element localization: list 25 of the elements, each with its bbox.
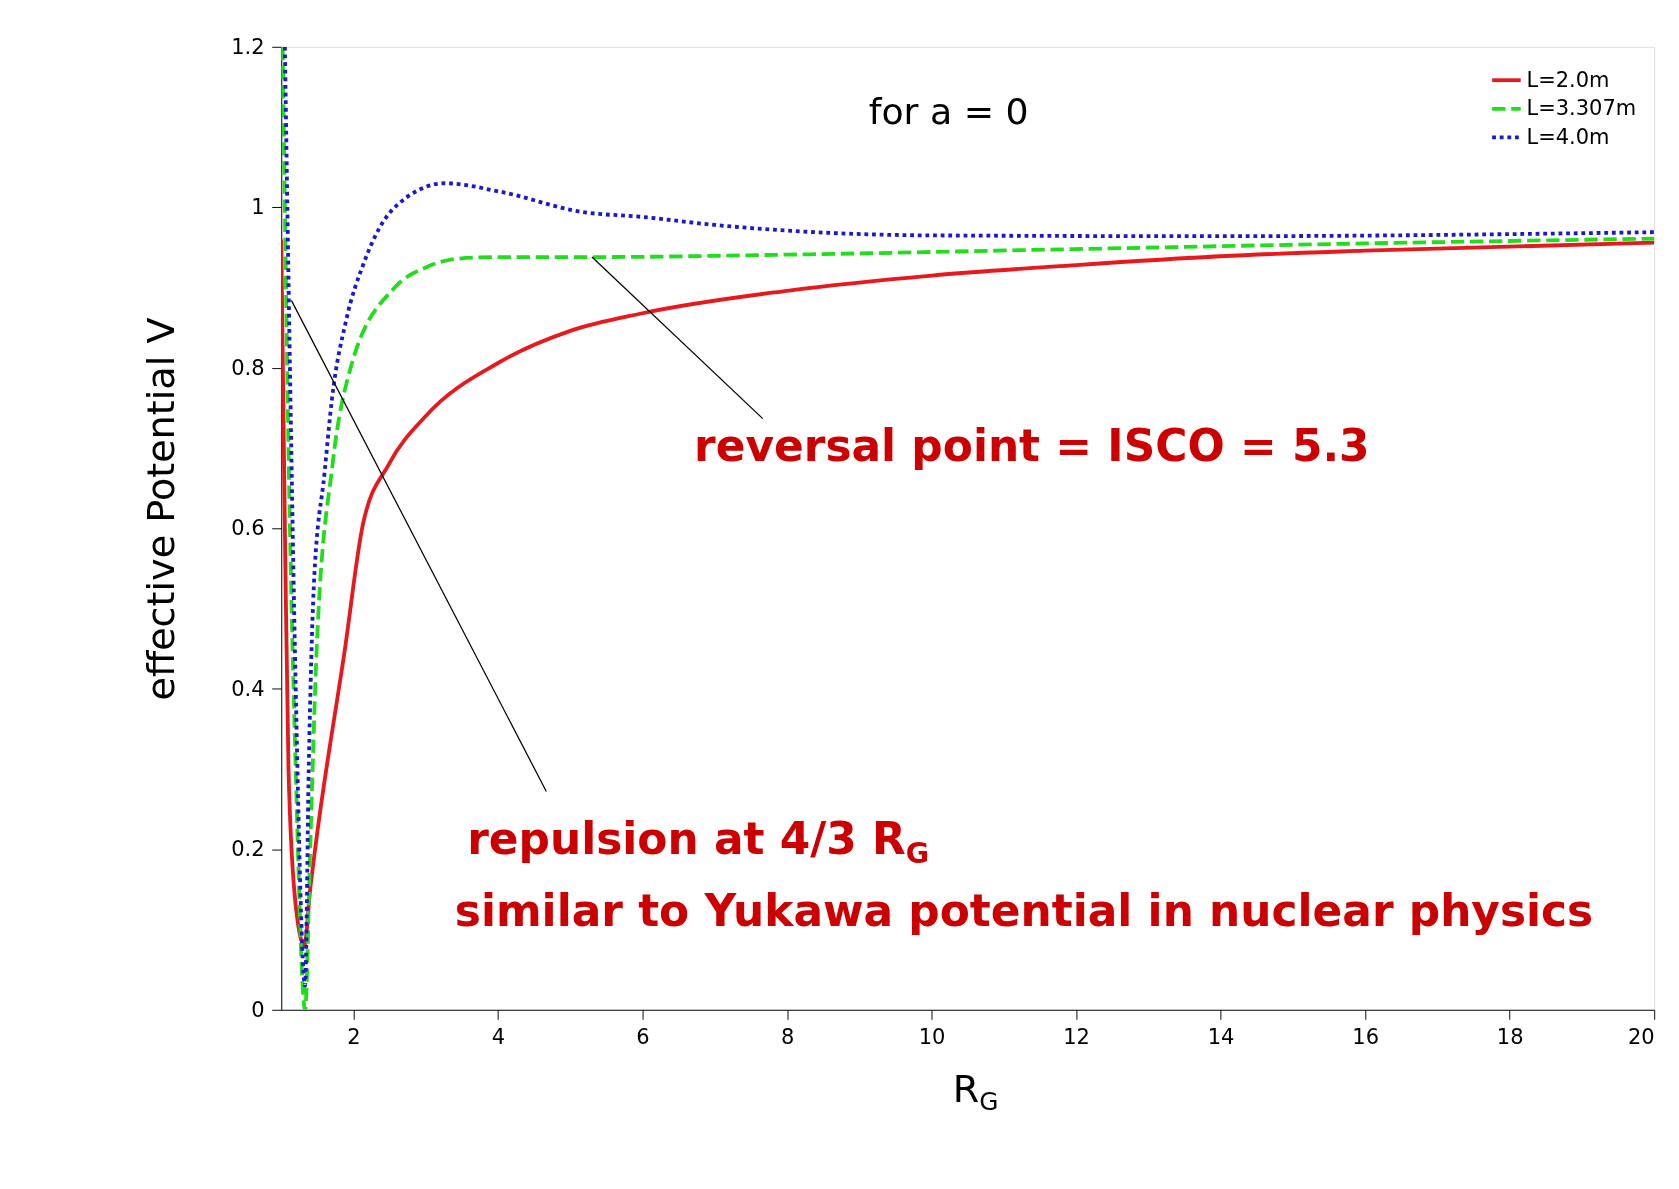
y-tick-label: 1: [251, 195, 265, 220]
x-tick-label: 4: [491, 1024, 506, 1049]
annotation: for a = 0: [868, 90, 1029, 134]
legend-label: L=4.0m: [1526, 125, 1610, 150]
x-tick-label: 20: [1628, 1024, 1655, 1049]
x-tick-label: 6: [636, 1024, 650, 1049]
x-tick-label: 10: [918, 1024, 946, 1049]
y-tick-label: 1.2: [231, 34, 265, 59]
annotation: reversal point = ISCO = 5.3: [694, 419, 1370, 471]
y-axis-title: effective Potential V: [138, 317, 183, 701]
y-tick-label: 0.8: [231, 355, 265, 380]
y-tick-label: 0.2: [231, 837, 265, 862]
x-tick-label: 18: [1496, 1024, 1524, 1049]
annotation: similar to Yukawa potential in nuclear physics: [454, 884, 1594, 936]
y-tick-label: 0.4: [231, 676, 265, 701]
x-tick-label: 2: [347, 1024, 361, 1049]
x-tick-label: 12: [1063, 1024, 1090, 1049]
x-tick-label: 8: [780, 1024, 795, 1049]
legend-label: L=3.307m: [1526, 96, 1637, 121]
x-tick-label: 14: [1207, 1024, 1235, 1049]
y-tick-label: 0.6: [231, 516, 265, 541]
x-tick-label: 16: [1352, 1024, 1379, 1049]
legend-label: L=2.0m: [1526, 67, 1610, 92]
y-tick-label: 0: [251, 997, 265, 1022]
line-series: [281, 237, 1655, 948]
